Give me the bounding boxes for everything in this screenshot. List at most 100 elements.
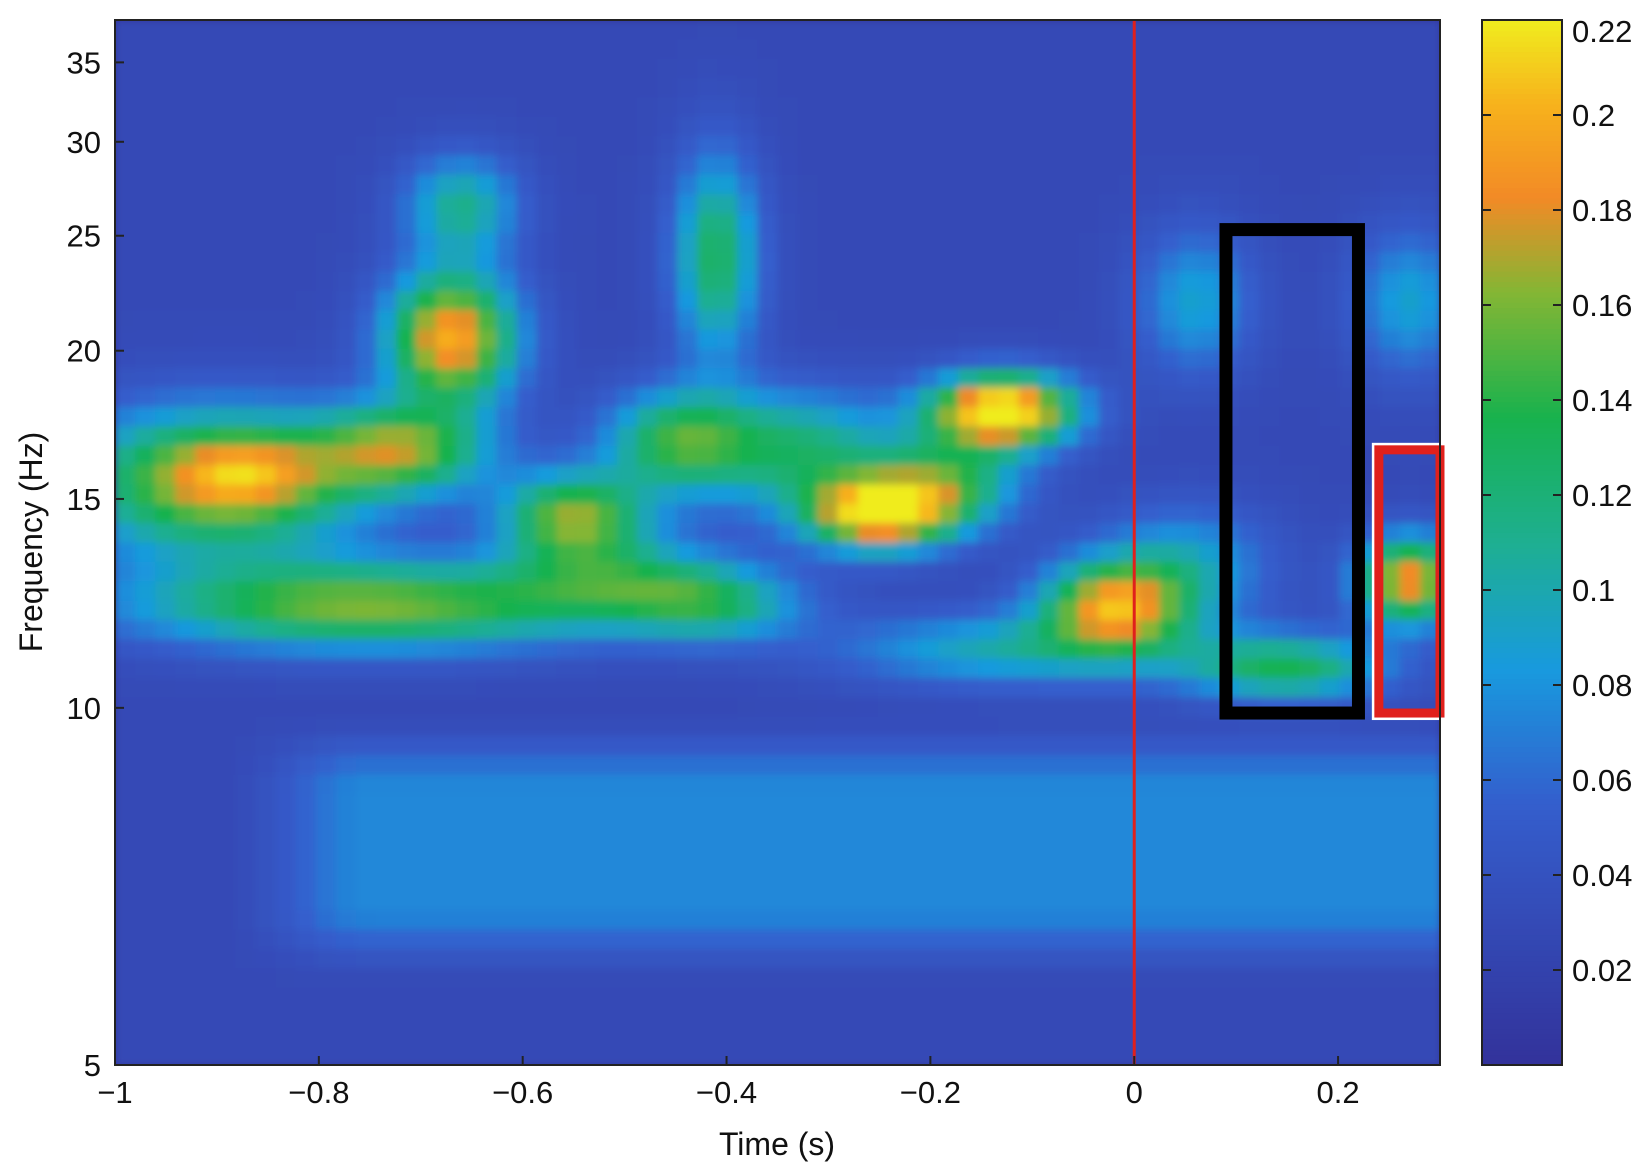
heatmap-cell xyxy=(1379,194,1401,215)
heatmap-cell xyxy=(1379,832,1401,854)
heatmap-cell xyxy=(636,78,658,99)
heatmap-cell xyxy=(636,329,658,350)
heatmap-cell xyxy=(1158,136,1180,157)
heatmap-cell xyxy=(536,890,558,912)
heatmap-cell xyxy=(837,987,859,1008)
colorbar-segment xyxy=(1482,1017,1562,1024)
heatmap-cell xyxy=(195,290,217,312)
heatmap-cell xyxy=(516,619,538,641)
heatmap-cell xyxy=(375,561,397,583)
heatmap-cell xyxy=(1179,348,1200,370)
colorbar-tick-label: 0.08 xyxy=(1572,668,1632,703)
heatmap-cell xyxy=(958,658,980,679)
heatmap-cell xyxy=(355,832,377,854)
heatmap-cell xyxy=(1419,503,1440,525)
heatmap-cell xyxy=(697,890,719,912)
heatmap-cell xyxy=(717,271,739,292)
heatmap-cell xyxy=(355,794,377,815)
heatmap-cell xyxy=(636,852,658,873)
heatmap-cell xyxy=(877,387,899,408)
heatmap-cell xyxy=(1359,794,1381,815)
heatmap-cell xyxy=(877,639,899,660)
heatmap-cell xyxy=(476,484,498,505)
heatmap-cell xyxy=(1138,658,1160,679)
heatmap-cell xyxy=(195,78,217,99)
heatmap-cell xyxy=(1199,213,1221,234)
colorbar-segment xyxy=(1482,688,1562,695)
heatmap-cell xyxy=(978,271,1000,292)
heatmap-cell xyxy=(1419,542,1440,563)
heatmap-cell xyxy=(1199,1006,1221,1028)
heatmap-cell xyxy=(516,387,538,408)
heatmap-cell xyxy=(1379,503,1401,525)
heatmap-cell xyxy=(1058,426,1080,447)
heatmap-cell xyxy=(255,852,277,873)
heatmap-cell xyxy=(195,639,217,660)
colorbar-segment xyxy=(1482,51,1562,58)
heatmap-cell xyxy=(1038,716,1060,737)
heatmap-cell xyxy=(496,426,518,447)
heatmap-cell xyxy=(1239,445,1261,466)
heatmap-cell xyxy=(757,794,779,815)
heatmap-cell xyxy=(817,465,839,486)
heatmap-cell xyxy=(536,155,558,176)
heatmap-cell xyxy=(1199,832,1221,854)
heatmap-cell xyxy=(737,97,759,118)
heatmap-cell xyxy=(396,97,418,118)
heatmap-cell xyxy=(375,348,397,370)
heatmap-cell xyxy=(1058,445,1080,466)
heatmap-cell xyxy=(717,987,739,1008)
heatmap-cell xyxy=(1379,465,1401,486)
heatmap-cell xyxy=(1179,329,1200,350)
heatmap-cell xyxy=(918,271,940,292)
heatmap-cell xyxy=(436,174,458,196)
heatmap-cell xyxy=(1179,503,1200,525)
heatmap-cell xyxy=(998,832,1020,854)
heatmap-cell xyxy=(938,310,960,331)
heatmap-cell xyxy=(817,136,839,157)
heatmap-cell xyxy=(1138,1026,1160,1047)
heatmap-cell xyxy=(1158,890,1180,912)
heatmap-cell xyxy=(556,271,578,292)
heatmap-cell xyxy=(657,348,679,370)
heatmap-cell xyxy=(396,910,418,931)
heatmap-cell xyxy=(456,561,478,583)
colorbar-segment xyxy=(1482,239,1562,246)
heatmap-cell xyxy=(777,968,799,989)
heatmap-cell xyxy=(677,387,699,408)
heatmap-cell xyxy=(596,155,618,176)
colorbar-segment xyxy=(1482,181,1562,188)
heatmap-cell xyxy=(175,774,197,795)
heatmap-cell xyxy=(355,20,377,41)
heatmap-cell xyxy=(857,445,879,466)
heatmap-cells xyxy=(115,20,1440,1065)
heatmap-cell xyxy=(1078,658,1100,679)
heatmap-cell xyxy=(255,97,277,118)
heatmap-cell xyxy=(1038,368,1060,389)
heatmap-cell xyxy=(215,310,237,331)
heatmap-cell xyxy=(1419,832,1440,854)
heatmap-cell xyxy=(1199,987,1221,1008)
heatmap-cell xyxy=(255,736,277,757)
heatmap-cell xyxy=(1199,697,1221,718)
heatmap-cell xyxy=(636,290,658,312)
heatmap-cell xyxy=(1179,78,1200,99)
heatmap-cell xyxy=(1078,677,1100,699)
heatmap-cell xyxy=(616,116,638,138)
heatmap-cell xyxy=(1179,174,1200,196)
heatmap-cell xyxy=(1018,871,1040,892)
heatmap-cell xyxy=(1239,581,1261,602)
heatmap-cell xyxy=(1138,561,1160,583)
heatmap-cell xyxy=(616,658,638,679)
heatmap-cell xyxy=(375,774,397,795)
heatmap-cell xyxy=(657,310,679,331)
heatmap-cell xyxy=(1138,387,1160,408)
heatmap-cell xyxy=(295,658,317,679)
heatmap-cell xyxy=(416,542,438,563)
heatmap-cell xyxy=(837,368,859,389)
heatmap-cell xyxy=(596,252,618,273)
heatmap-cell xyxy=(1359,968,1381,989)
heatmap-cell xyxy=(1038,78,1060,99)
heatmap-cell xyxy=(697,736,719,757)
heatmap-cell xyxy=(375,871,397,892)
